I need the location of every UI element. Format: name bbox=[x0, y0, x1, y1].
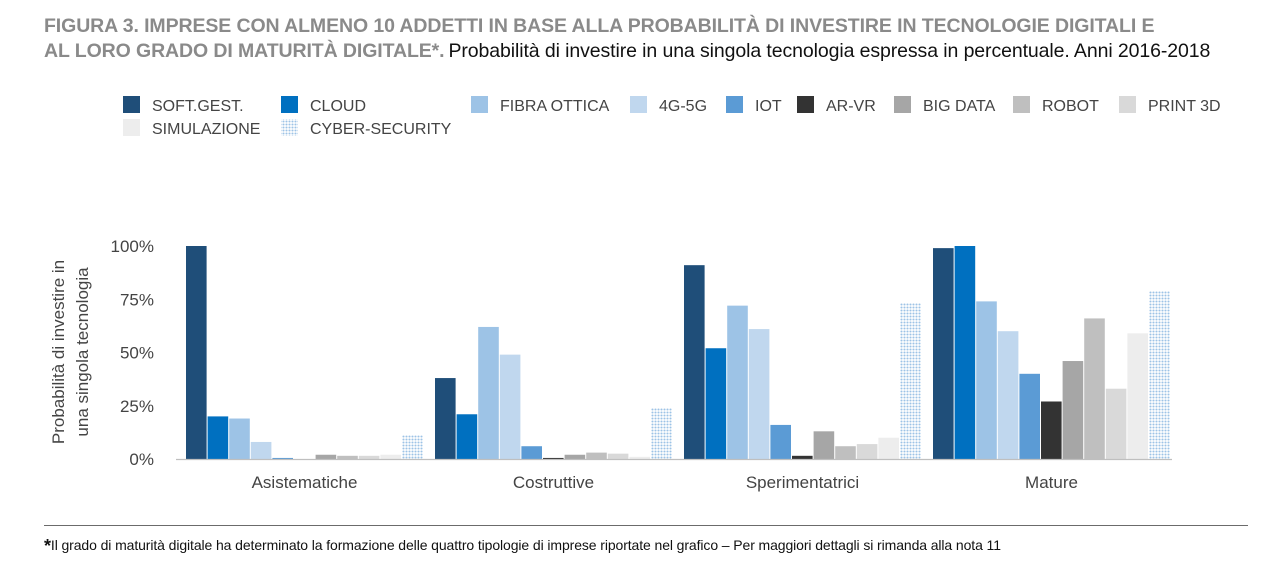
bar-big-data-costruttive bbox=[564, 454, 586, 459]
bar-chart: SOFT.GEST. CLOUD FIBRA OTTICA 4G-5G IOT AR-VR… bbox=[49, 96, 1221, 492]
bar-group-costruttive bbox=[435, 326, 672, 459]
bar-fibra-ottica-mature bbox=[976, 301, 997, 459]
legend-swatch-cyber-security bbox=[281, 119, 298, 136]
bar-robot-mature bbox=[1084, 318, 1105, 459]
chart-subtitle: Probabilità di investire in una singola … bbox=[448, 40, 1211, 62]
title-text-1: FIGURA 3. IMPRESE CON ALMENO 10 ADDETTI … bbox=[44, 15, 1155, 37]
y-axis-label-line-2: una singola tecnologia bbox=[73, 267, 92, 437]
bar-soft-gest-asistematiche bbox=[186, 246, 207, 459]
bar-big-data-mature bbox=[1062, 361, 1084, 459]
bar-fibra-ottica-asistematiche bbox=[229, 418, 250, 459]
bar-cyber-security-asistematiche bbox=[402, 435, 423, 459]
y-tick-label: 100% bbox=[111, 237, 154, 256]
legend-swatch-4g-5g bbox=[630, 96, 647, 113]
bar-simulazione-costruttive bbox=[629, 456, 650, 459]
bar-cyber-security-costruttive bbox=[651, 407, 672, 459]
bar-cloud-asistematiche bbox=[207, 416, 229, 459]
bar-big-data-sperimentatrici bbox=[813, 431, 835, 459]
legend-label-4g-5g: 4G-5G bbox=[659, 98, 707, 115]
bar-cloud-sperimentatrici bbox=[705, 348, 727, 459]
y-tick-label: 50% bbox=[120, 344, 154, 363]
bar-fibra-ottica-sperimentatrici bbox=[727, 305, 748, 459]
bar-print-3d-sperimentatrici bbox=[856, 444, 878, 459]
legend-label-fibra-ottica: FIBRA OTTICA bbox=[500, 98, 610, 115]
bar-robot-costruttive bbox=[586, 452, 607, 459]
y-axis: 0% 25% 50% 75% 100% bbox=[111, 237, 154, 469]
title-text-2: AL LORO GRADO DI MATURITÀ DIGITALE*. bbox=[44, 40, 445, 62]
bar-simulazione-mature bbox=[1127, 333, 1148, 459]
footnote: *Il grado di maturità digitale ha determ… bbox=[44, 536, 1001, 557]
legend-swatch-simulazione bbox=[123, 119, 140, 136]
legend-swatch-cloud bbox=[281, 96, 298, 113]
legend-label-cloud: CLOUD bbox=[310, 98, 366, 115]
legend-label-print-3d: PRINT 3D bbox=[1148, 98, 1221, 115]
legend-label-cyber-security: CYBER-SECURITY bbox=[310, 121, 452, 138]
x-tick-label-mature: Mature bbox=[1025, 473, 1078, 492]
bar-robot-asistematiche bbox=[337, 455, 358, 459]
bar-ar-vr-costruttive bbox=[543, 457, 564, 459]
bar-ar-vr-sperimentatrici bbox=[792, 455, 813, 459]
legend-label-simulazione: SIMULAZIONE bbox=[152, 121, 260, 138]
x-axis: Asistematiche Costruttive Sperimentatrici M… bbox=[252, 473, 1078, 492]
legend-label-iot: IOT bbox=[755, 98, 782, 115]
footnote-marker: * bbox=[44, 536, 51, 556]
y-axis-label-line-1: Probabilità di investire in bbox=[49, 260, 68, 444]
legend: SOFT.GEST. CLOUD FIBRA OTTICA 4G-5G IOT AR-VR… bbox=[123, 96, 1221, 138]
legend-label-soft-gest: SOFT.GEST. bbox=[152, 98, 244, 115]
x-tick-label-sperimentatrici: Sperimentatrici bbox=[746, 473, 859, 492]
footnote-text: Il grado di maturità digitale ha determi… bbox=[50, 537, 1001, 553]
bar-iot-costruttive bbox=[521, 446, 542, 459]
legend-swatch-iot bbox=[726, 96, 743, 113]
legend-swatch-fibra-ottica bbox=[471, 96, 488, 113]
legend-swatch-ar-vr bbox=[797, 96, 814, 113]
bar-cloud-costruttive bbox=[456, 414, 478, 459]
bar-print-3d-costruttive bbox=[607, 453, 629, 459]
bar-cyber-security-sperimentatrici bbox=[900, 303, 921, 459]
bar-cloud-mature bbox=[954, 246, 976, 459]
bar-soft-gest-mature bbox=[933, 248, 954, 459]
bar-iot-mature bbox=[1019, 373, 1040, 459]
bars bbox=[186, 246, 1170, 459]
legend-swatch-big-data bbox=[894, 96, 911, 113]
y-tick-label: 25% bbox=[120, 397, 154, 416]
legend-label-big-data: BIG DATA bbox=[923, 98, 996, 115]
title-line-2: AL LORO GRADO DI MATURITÀ DIGITALE*. Prob… bbox=[44, 39, 1254, 64]
bar-group-asistematiche bbox=[186, 246, 423, 459]
y-tick-label: 75% bbox=[120, 290, 154, 309]
bar-big-data-asistematiche bbox=[315, 454, 337, 459]
bar-ar-vr-mature bbox=[1041, 401, 1062, 459]
bar-iot-asistematiche bbox=[272, 457, 293, 459]
bar-4g-5g-asistematiche bbox=[250, 441, 272, 459]
bar-iot-sperimentatrici bbox=[770, 424, 791, 459]
legend-swatch-soft-gest bbox=[123, 96, 140, 113]
bar-cyber-security-mature bbox=[1149, 290, 1170, 459]
bar-group-sperimentatrici bbox=[684, 265, 921, 459]
bar-simulazione-asistematiche bbox=[380, 454, 401, 459]
legend-label-ar-vr: AR-VR bbox=[826, 98, 876, 115]
x-tick-label-costruttive: Costruttive bbox=[513, 473, 594, 492]
y-axis-label: Probabilità di investire in una singola t… bbox=[49, 260, 92, 444]
legend-swatch-robot bbox=[1013, 96, 1030, 113]
x-tick-label-asistematiche: Asistematiche bbox=[252, 473, 358, 492]
footnote-divider bbox=[44, 525, 1248, 526]
bar-group-mature bbox=[933, 246, 1170, 459]
bar-print-3d-asistematiche bbox=[358, 455, 380, 459]
bar-print-3d-mature bbox=[1105, 388, 1127, 459]
bar-4g-5g-mature bbox=[997, 331, 1019, 459]
bar-fibra-ottica-costruttive bbox=[478, 326, 499, 459]
chart-title: FIGURA 3. IMPRESE CON ALMENO 10 ADDETTI … bbox=[44, 14, 1254, 64]
legend-label-robot: ROBOT bbox=[1042, 98, 1099, 115]
bar-4g-5g-costruttive bbox=[499, 354, 521, 459]
y-tick-label: 0% bbox=[129, 450, 154, 469]
bar-4g-5g-sperimentatrici bbox=[748, 329, 770, 459]
bar-simulazione-sperimentatrici bbox=[878, 437, 899, 459]
bar-soft-gest-sperimentatrici bbox=[684, 265, 705, 459]
title-line-1: FIGURA 3. IMPRESE CON ALMENO 10 ADDETTI … bbox=[44, 14, 1254, 39]
bar-soft-gest-costruttive bbox=[435, 378, 456, 459]
bar-robot-sperimentatrici bbox=[835, 446, 856, 459]
legend-swatch-print-3d bbox=[1119, 96, 1136, 113]
